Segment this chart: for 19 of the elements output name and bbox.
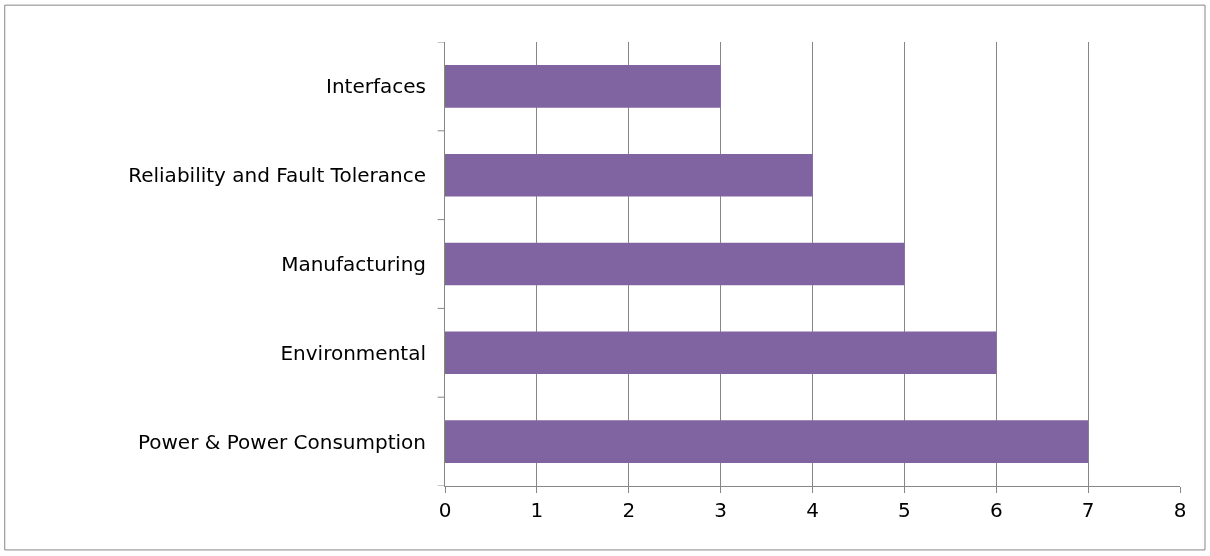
x-tick-label: 6 xyxy=(989,498,1003,522)
x-tick-label: 0 xyxy=(438,498,452,522)
x-tick-label: 4 xyxy=(806,498,819,522)
y-tick-label: Reliability and Fault Tolerance xyxy=(128,163,426,188)
y-tick-label: Interfaces xyxy=(326,74,426,99)
bar xyxy=(445,242,905,286)
bar xyxy=(445,153,813,197)
y-tick-label: Power & Power Consumption xyxy=(137,429,426,454)
bar xyxy=(445,420,1089,463)
bar xyxy=(445,65,721,108)
x-tick-label: 3 xyxy=(714,498,727,522)
y-tick-label: Environmental xyxy=(280,340,426,365)
x-tick-label: 5 xyxy=(898,498,911,522)
bar xyxy=(445,331,997,375)
y-tick-label: Manufacturing xyxy=(281,252,426,276)
x-tick-label: 1 xyxy=(530,498,544,522)
x-tick-label: 7 xyxy=(1081,498,1095,522)
x-tick-label: 2 xyxy=(622,498,636,522)
x-tick-label: 8 xyxy=(1173,498,1187,522)
